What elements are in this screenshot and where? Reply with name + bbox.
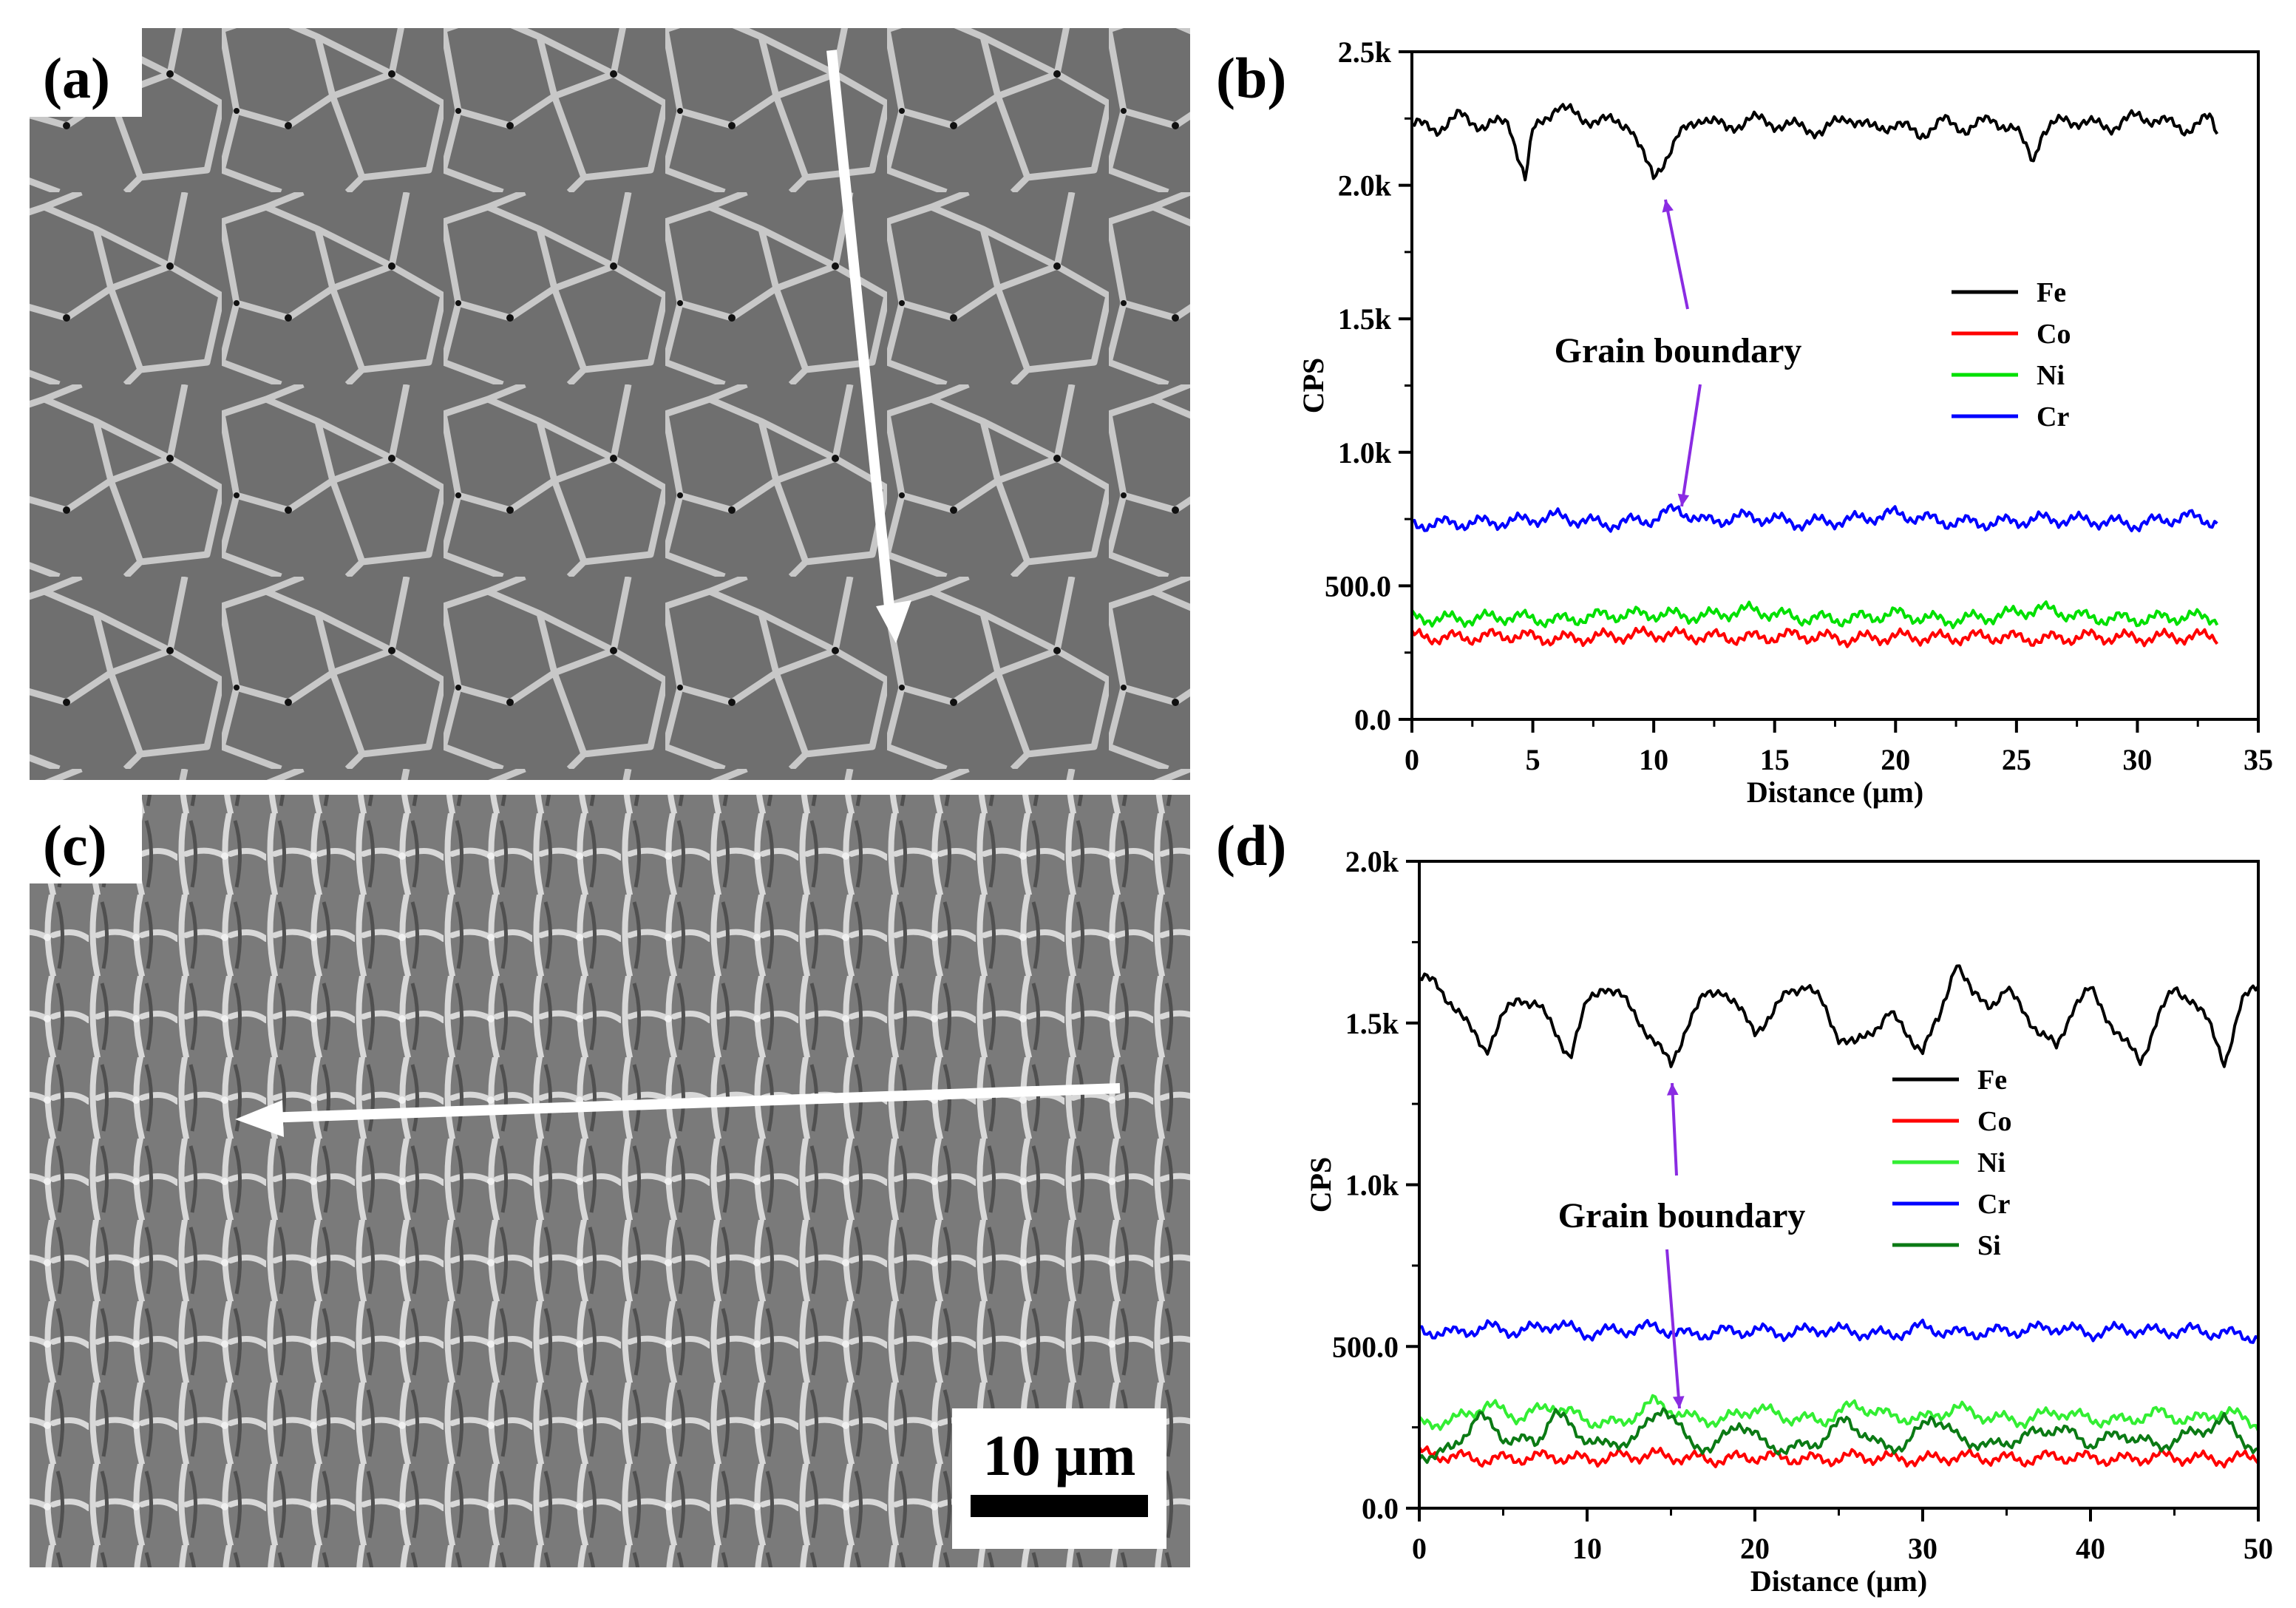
series-si-line (1418, 1407, 2259, 1465)
annotation-arrow (1671, 1082, 1678, 1176)
x-axis-label: Distance (μm) (1747, 776, 1923, 809)
chart-d: 0 10 20 30 40 500.0500.01.0k1.5k2.0kDistance … (1304, 845, 2273, 1598)
y-tick-label: 0.0 (1362, 1492, 1399, 1525)
micrograph-a (30, 28, 1190, 780)
y-tick-label: 2.5k (1338, 35, 1392, 69)
y-tick-label: 1.0k (1345, 1169, 1399, 1202)
label-box-c (30, 795, 142, 883)
label-box-a (30, 28, 142, 117)
scale-bar (971, 1495, 1148, 1517)
y-tick-label: 500.0 (1325, 569, 1391, 603)
series-co-line (1410, 625, 2219, 648)
x-axis-label: Distance (μm) (1750, 1564, 1927, 1598)
scan-arrow-c-head (235, 1100, 284, 1137)
series-fe-line (1418, 964, 2260, 1068)
annotation-arrow (1665, 1249, 1681, 1409)
legend-label-co: Co (1977, 1106, 2011, 1137)
grain-boundary-annotation: Grain boundary (1558, 1196, 1806, 1235)
legend-label-ni: Ni (1977, 1147, 2005, 1178)
annotation-arrow-head (1666, 1083, 1679, 1096)
panel-c: (c) 10 μm (30, 795, 1190, 1567)
x-tick-label: 15 (1760, 743, 1790, 776)
annotation-arrow-head (1672, 1396, 1685, 1408)
scan-arrow-a-head (876, 600, 911, 643)
panel-label-b: (b) (1216, 46, 1286, 110)
annotation-arrow (1680, 384, 1702, 507)
x-tick-label: 10 (1572, 1532, 1602, 1565)
scan-arrow-c (265, 1083, 1121, 1123)
y-tick-label: 2.0k (1345, 845, 1399, 878)
series-ni-line (1410, 600, 2219, 629)
series-co-line (1418, 1445, 2260, 1469)
panel-label-c: (c) (43, 813, 107, 878)
y-axis-label: CPS (1304, 1157, 1337, 1213)
annotation-arrow-head (1662, 200, 1674, 213)
x-tick-label: 5 (1526, 743, 1541, 776)
x-tick-label: 0 (1405, 743, 1419, 776)
y-axis-label: CPS (1297, 358, 1330, 414)
series-cr-line (1411, 503, 2218, 533)
y-tick-label: 1.0k (1338, 436, 1392, 469)
annotation-arrow (1664, 199, 1689, 310)
series-fe-line (1410, 103, 2219, 182)
x-tick-label: 25 (2002, 743, 2031, 776)
scale-bar-box (952, 1408, 1166, 1549)
series-ni-line (1418, 1394, 2260, 1432)
legend-label-cr: Cr (2037, 401, 2069, 432)
y-tick-label: 0.0 (1354, 703, 1391, 736)
panel-d: (d) 0 10 20 30 40 500.0500.01.0k1.5k2.0kDista… (1216, 813, 2273, 1598)
legend-label-cr: Cr (1977, 1189, 2010, 1220)
y-tick-label: 1.5k (1345, 1007, 1399, 1040)
x-tick-label: 30 (2122, 743, 2152, 776)
legend-label-fe: Fe (1977, 1065, 2007, 1096)
scan-arrow-a (826, 50, 896, 622)
x-tick-label: 50 (2244, 1532, 2273, 1565)
legend-label-ni: Ni (2037, 360, 2065, 391)
x-tick-label: 40 (2076, 1532, 2105, 1565)
grain-boundary-annotation: Grain boundary (1555, 331, 1802, 370)
x-tick-label: 30 (1908, 1532, 1937, 1565)
x-tick-label: 10 (1639, 743, 1668, 776)
panel-label-d: (d) (1216, 813, 1286, 878)
scale-bar-label: 10 μm (983, 1423, 1136, 1487)
panel-b: (b) 0 5 10 15 20 25 30 35 0.0 500.0 1.0k 1.5k 2.0k 2.… (1216, 35, 2273, 809)
x-tick-label: 20 (1881, 743, 1910, 776)
y-tick-label: 2.0k (1338, 169, 1392, 203)
x-tick-label: 35 (2244, 743, 2273, 776)
y-tick-label: 1.5k (1338, 302, 1392, 336)
legend-label-co: Co (2037, 319, 2071, 350)
x-tick-label: 0 (1412, 1532, 1427, 1565)
panel-a: (a) (30, 28, 1190, 780)
y-tick-label: 500.0 (1332, 1330, 1399, 1363)
legend-label-fe: Fe (2037, 277, 2066, 308)
chart-b: 0 5 10 15 20 25 30 35 0.0 500.0 1.0k 1.5k 2.0k 2.5k Di… (1297, 35, 2273, 809)
x-tick-label: 20 (1740, 1532, 1770, 1565)
panel-label-a: (a) (43, 46, 110, 110)
legend-label-si: Si (1977, 1230, 2001, 1261)
series-cr-line (1419, 1318, 2260, 1344)
annotation-arrow-head (1677, 493, 1690, 506)
